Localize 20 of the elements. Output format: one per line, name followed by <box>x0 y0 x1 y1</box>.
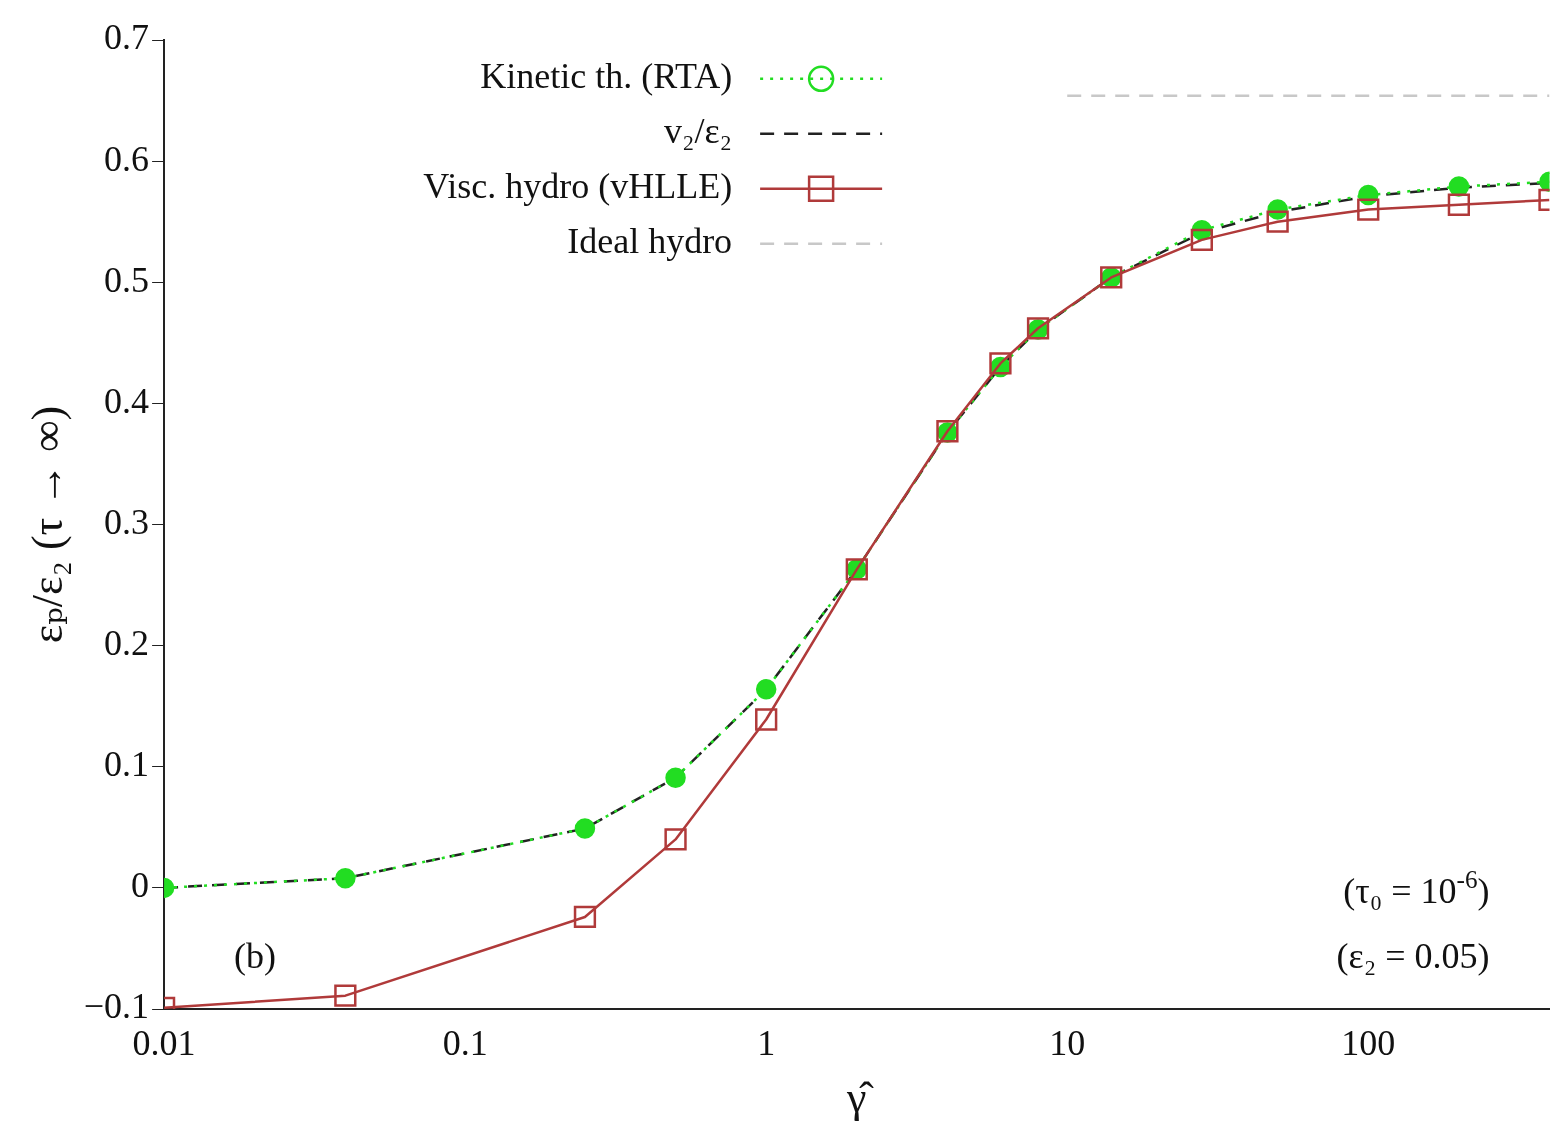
y-tick-label: 0 <box>131 865 150 906</box>
x-axis-title: γ̂ <box>846 1073 874 1123</box>
legend-label: v₂/ε₂ <box>663 111 733 152</box>
x-tick-label: 0.1 <box>442 1023 488 1064</box>
y-tick-label: 0.1 <box>104 744 150 785</box>
annotation: (b) <box>234 936 277 977</box>
y-axis-title: εₚ/ε₂ (τ → ∞) <box>22 405 72 644</box>
y-tick-label: 0.7 <box>104 17 150 58</box>
legend-label: Kinetic th. (RTA) <box>480 56 733 97</box>
legend-label: Ideal hydro <box>567 221 733 262</box>
y-tick-label: 0.2 <box>104 623 150 664</box>
y-tick-label: 0.6 <box>104 138 150 179</box>
y-tick-label: 0.3 <box>104 501 150 542</box>
y-tick-label: 0.4 <box>104 380 150 421</box>
y-tick-label: 0.5 <box>104 259 150 300</box>
annotation: (ε₂ = 0.05) <box>1336 936 1490 977</box>
x-tick-label: 100 <box>1341 1023 1396 1064</box>
legend-label: Visc. hydro (vHLLE) <box>423 166 733 207</box>
x-tick-label: 10 <box>1049 1023 1086 1064</box>
x-tick-label: 1 <box>757 1023 776 1064</box>
